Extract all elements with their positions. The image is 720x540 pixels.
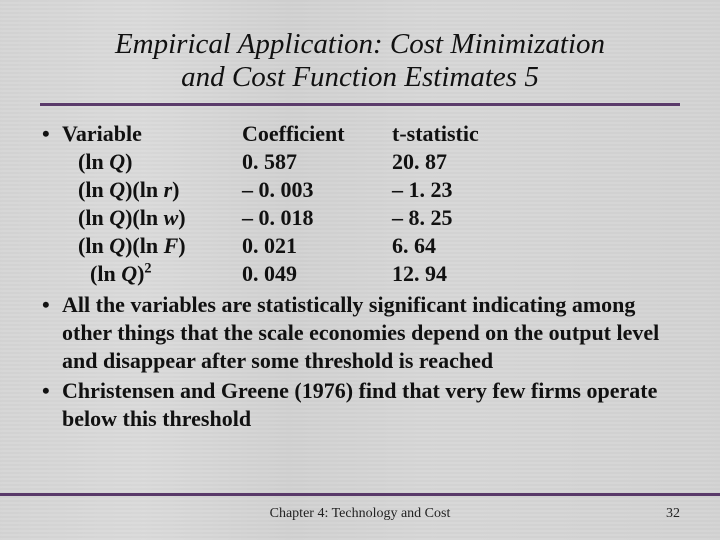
- bullet-table: • Variable Coefficient t-statistic (ln Q…: [40, 120, 680, 289]
- table-row: (ln Q)(ln r)– 0. 003– 1. 23: [62, 176, 680, 204]
- table-row: (ln Q)(ln w)– 0. 018– 8. 25: [62, 204, 680, 232]
- table-row: (ln Q)0. 58720. 87: [62, 148, 680, 176]
- slide-footer: Chapter 4: Technology and Cost 32: [0, 493, 720, 522]
- cell-variable: (ln Q)(ln w): [62, 204, 212, 232]
- footer-chapter: Chapter 4: Technology and Cost: [270, 506, 451, 522]
- bullet-marker: •: [40, 120, 62, 289]
- bullet-text: Christensen and Greene (1976) find that …: [62, 377, 680, 433]
- bullet-item: • Christensen and Greene (1976) find tha…: [40, 377, 680, 433]
- cell-variable: (ln Q): [62, 148, 212, 176]
- cell-coefficient: 0. 049: [212, 260, 382, 288]
- title-line-1: Empirical Application: Cost Minimization: [115, 28, 605, 60]
- cell-coefficient: 0. 021: [212, 232, 382, 260]
- cell-coefficient: 0. 587: [212, 148, 382, 176]
- bullet-text: All the variables are statistically sign…: [62, 291, 680, 375]
- cell-variable: (ln Q)(ln r): [62, 176, 212, 204]
- slide: Empirical Application: Cost Minimization…: [0, 0, 720, 540]
- header-tstatistic: t-statistic: [382, 120, 532, 148]
- cell-coefficient: – 0. 018: [212, 204, 382, 232]
- cell-tstatistic: 6. 64: [382, 232, 532, 260]
- bullet-marker: •: [40, 377, 62, 433]
- slide-title: Empirical Application: Cost Minimization…: [40, 28, 680, 106]
- slide-content: • Variable Coefficient t-statistic (ln Q…: [40, 120, 680, 434]
- table-header-row: Variable Coefficient t-statistic: [62, 120, 680, 148]
- cell-variable: (ln Q)(ln F): [62, 232, 212, 260]
- cell-tstatistic: 20. 87: [382, 148, 532, 176]
- cell-coefficient: – 0. 003: [212, 176, 382, 204]
- header-coefficient: Coefficient: [212, 120, 382, 148]
- cell-tstatistic: – 8. 25: [382, 204, 532, 232]
- table-row: (ln Q)20. 04912. 94: [62, 260, 680, 288]
- cell-tstatistic: – 1. 23: [382, 176, 532, 204]
- title-line-2: and Cost Function Estimates 5: [40, 61, 680, 94]
- bullet-marker: •: [40, 291, 62, 375]
- footer-page-number: 32: [666, 506, 680, 522]
- cell-variable: (ln Q)2: [62, 260, 212, 288]
- header-variable: Variable: [62, 120, 212, 148]
- table-row: (ln Q)(ln F)0. 0216. 64: [62, 232, 680, 260]
- cell-tstatistic: 12. 94: [382, 260, 532, 288]
- bullet-item: • All the variables are statistically si…: [40, 291, 680, 375]
